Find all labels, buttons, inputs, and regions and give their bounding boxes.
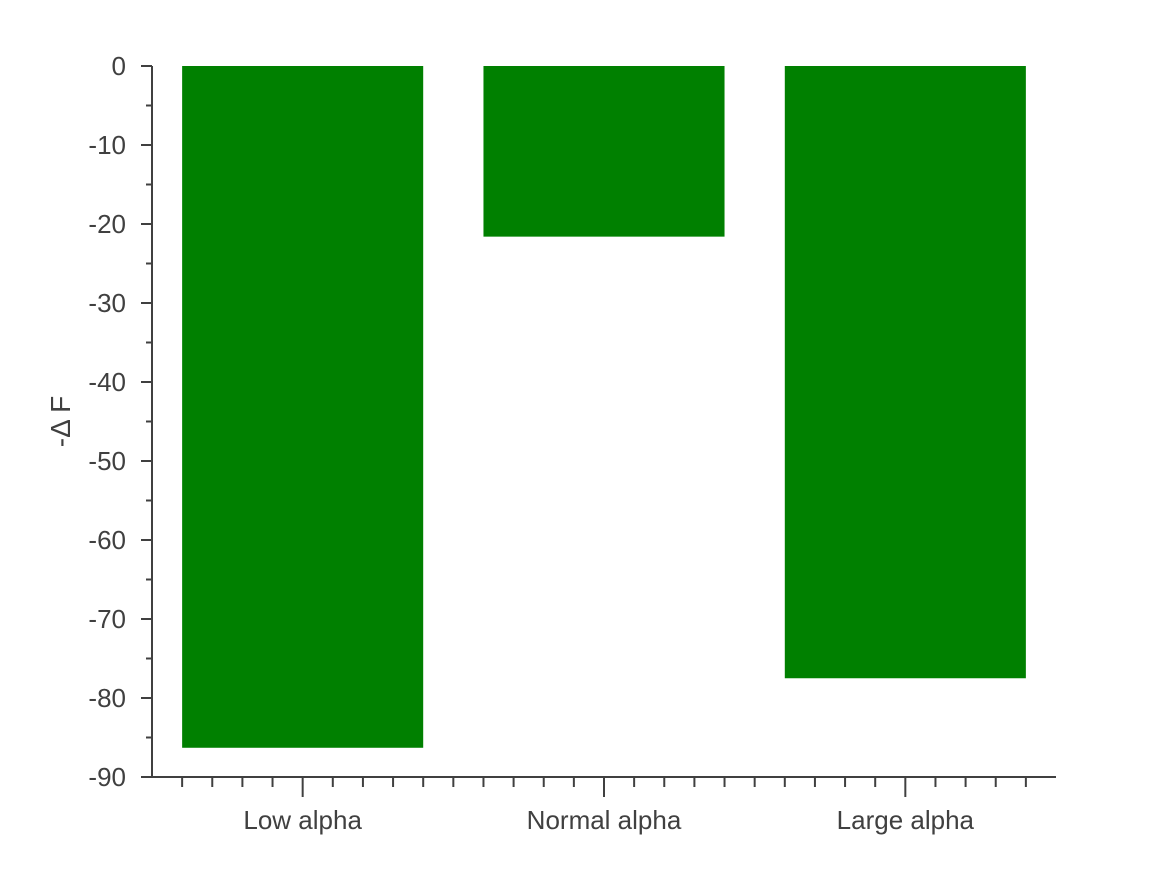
y-tick-label: -50 [88, 446, 126, 476]
y-tick-label: -20 [88, 209, 126, 239]
x-axis: Low alpha Normal alpha Large alpha [152, 776, 1056, 835]
y-tick-label: -60 [88, 525, 126, 555]
x-tick-label: Normal alpha [527, 805, 682, 835]
bar-normal-alpha [483, 66, 725, 237]
y-tick-label: -40 [88, 367, 126, 397]
y-tick-label: 0 [112, 51, 126, 81]
x-tick-label: Low alpha [243, 805, 362, 835]
y-tick-label: -10 [88, 130, 126, 160]
y-tick-label: -80 [88, 683, 126, 713]
y-tick-label: -30 [88, 288, 126, 318]
x-tick-label: Large alpha [837, 805, 975, 835]
y-tick-label: -90 [88, 762, 126, 792]
y-tick-label: -70 [88, 604, 126, 634]
y-axis: 0 -10 -20 -30 -40 -50 -60 -70 -80 -90 [88, 51, 153, 792]
bar-large-alpha [784, 66, 1026, 679]
bar-low-alpha [182, 66, 424, 748]
y-axis-title: -Δ F [45, 396, 76, 447]
bars-group [182, 66, 1026, 748]
